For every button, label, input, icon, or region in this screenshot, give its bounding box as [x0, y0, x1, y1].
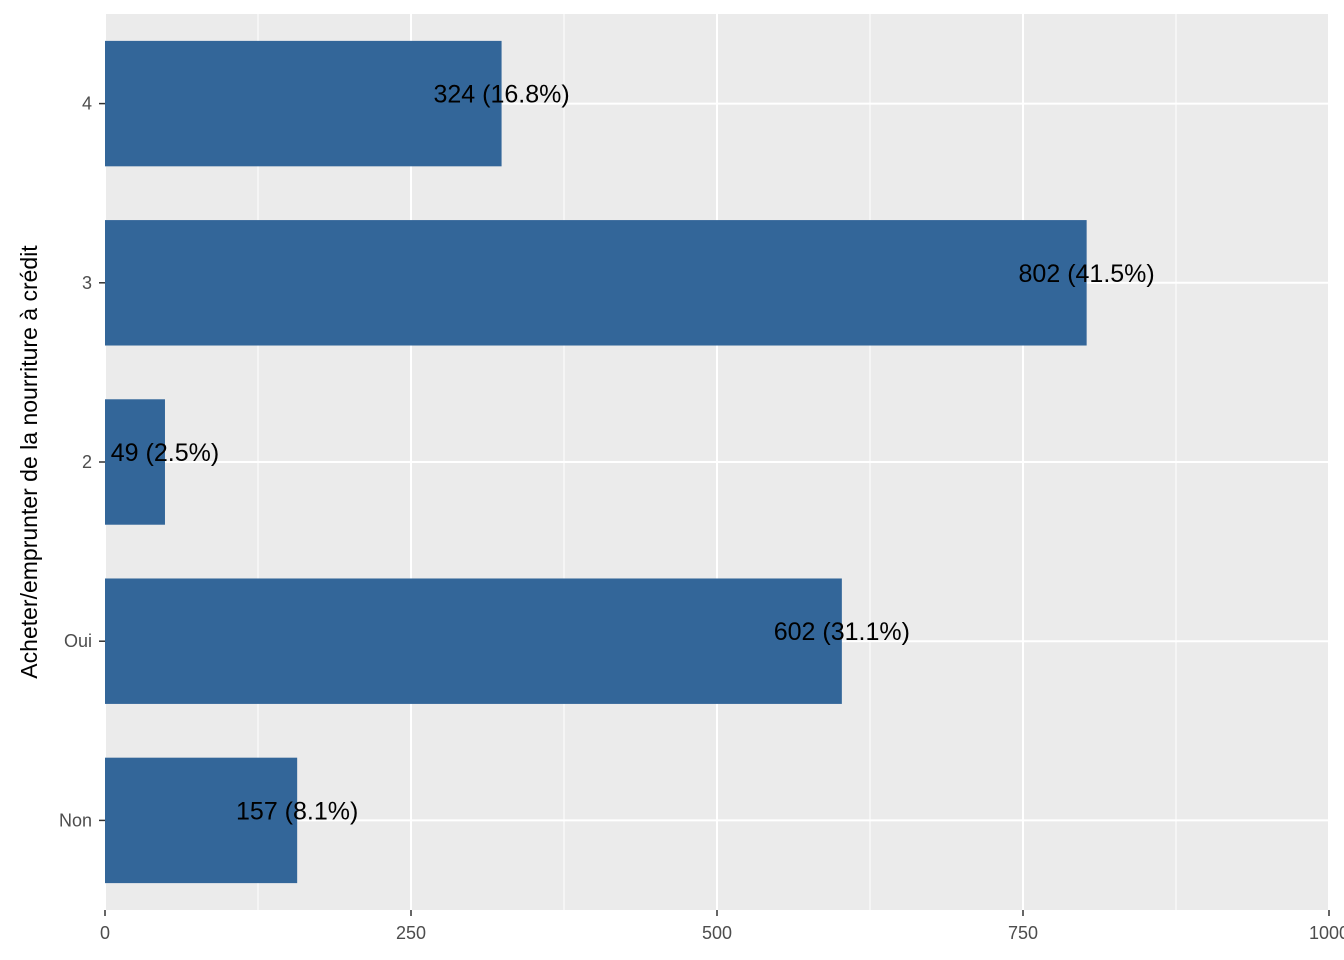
- bar-3: [105, 220, 1087, 346]
- x-axis: 0 250 500 750 1000: [100, 910, 1344, 943]
- y-tick-label: 4: [82, 94, 92, 114]
- x-tick-label: 0: [100, 923, 110, 943]
- data-labels: 157 (8.1%) 602 (31.1%) 49 (2.5%) 802 (41.5%…: [111, 81, 1155, 826]
- y-axis-title: Acheter/emprunter de la nourriture à cré…: [16, 245, 42, 679]
- bar-2: [105, 399, 165, 525]
- data-label: 324 (16.8%): [433, 81, 569, 109]
- x-tick-label: 500: [702, 923, 732, 943]
- x-tick-label: 1000: [1309, 923, 1344, 943]
- data-label: 602 (31.1%): [774, 618, 910, 646]
- y-tick-label: 2: [82, 452, 92, 472]
- bar-oui: [105, 578, 842, 704]
- bars: [105, 40, 1087, 884]
- x-tick-label: 750: [1008, 923, 1038, 943]
- y-tick-label: Oui: [64, 631, 92, 651]
- bar-non: [105, 757, 298, 884]
- data-label: 157 (8.1%): [236, 797, 358, 825]
- y-axis: Non Oui 2 3 4: [59, 94, 105, 830]
- data-label: 802 (41.5%): [1019, 260, 1155, 288]
- x-tick-label: 250: [396, 923, 426, 943]
- data-label: 49 (2.5%): [111, 439, 219, 467]
- y-tick-label: Non: [59, 810, 92, 830]
- bar-4: [105, 40, 502, 167]
- y-tick-label: 3: [82, 273, 92, 293]
